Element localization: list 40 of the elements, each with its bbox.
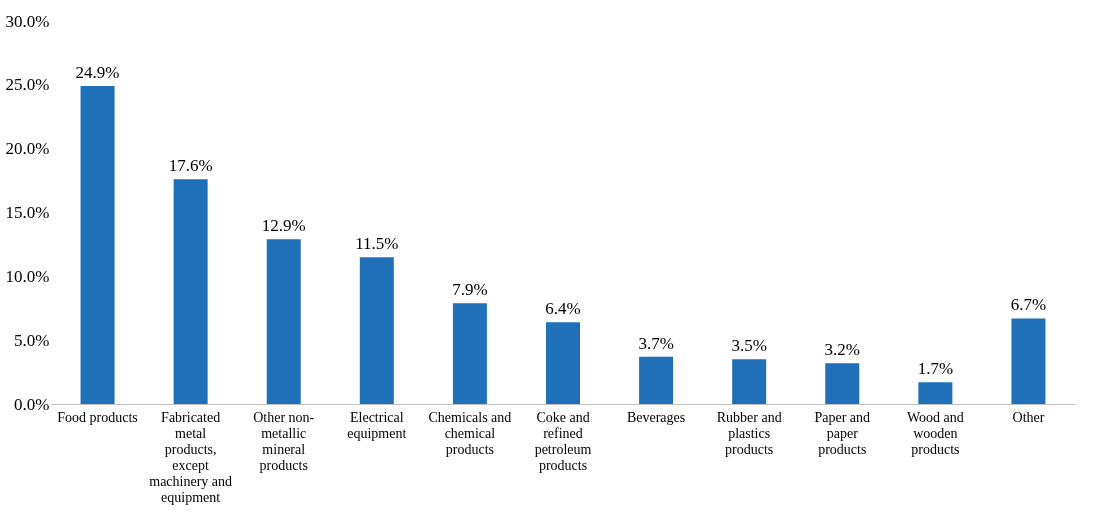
x-tick-label: Fabricated metal products, except machinery and equipment: [149, 409, 233, 505]
y-tick-label: 30.0%: [5, 11, 50, 31]
data-label: 3.7%: [638, 333, 674, 353]
x-tick-label: Electrical equipment: [347, 409, 407, 441]
bar: [452, 303, 487, 404]
data-label: 12.9%: [261, 216, 306, 236]
x-tick-label: Rubber and plastics products: [716, 409, 782, 457]
x-tick-label: Paper and paper products: [814, 409, 871, 457]
bar: [639, 356, 674, 404]
y-tick-label: 20.0%: [5, 139, 50, 159]
data-label: 6.4%: [545, 299, 581, 319]
bar: [918, 382, 953, 404]
bar: [1011, 318, 1046, 404]
data-label: 3.2%: [824, 340, 860, 360]
y-tick-label: 0.0%: [14, 394, 50, 414]
y-tick-label: 5.0%: [14, 330, 50, 350]
data-label: 6.7%: [1010, 295, 1047, 315]
x-tick-label: Other non-metallic mineral products: [253, 409, 315, 473]
bar: [266, 239, 301, 404]
x-tick-label: Chemicals and chemical products: [428, 409, 512, 457]
bar: [173, 179, 208, 404]
x-tick-label: Food products: [57, 409, 138, 425]
x-tick-label: Other: [1012, 409, 1045, 425]
y-tick-label: 25.0%: [5, 75, 50, 95]
data-label: 7.9%: [452, 280, 488, 300]
data-label: 1.7%: [917, 359, 954, 379]
data-label: 11.5%: [355, 234, 399, 254]
bar: [825, 363, 860, 404]
bar: [546, 322, 580, 404]
y-tick-label: 10.0%: [5, 266, 50, 286]
bar: [732, 359, 767, 404]
x-tick-label: Coke and refined petroleum products: [534, 409, 592, 473]
data-label: 24.9%: [75, 63, 120, 83]
y-tick-label: 15.0%: [5, 203, 50, 222]
x-tick-label: Beverages: [626, 409, 686, 425]
x-tick-label: Wood and wooden products: [906, 409, 964, 457]
bar: [359, 257, 394, 404]
data-label: 17.6%: [168, 156, 213, 176]
data-label: 3.5%: [731, 336, 767, 356]
bar: [80, 86, 115, 404]
